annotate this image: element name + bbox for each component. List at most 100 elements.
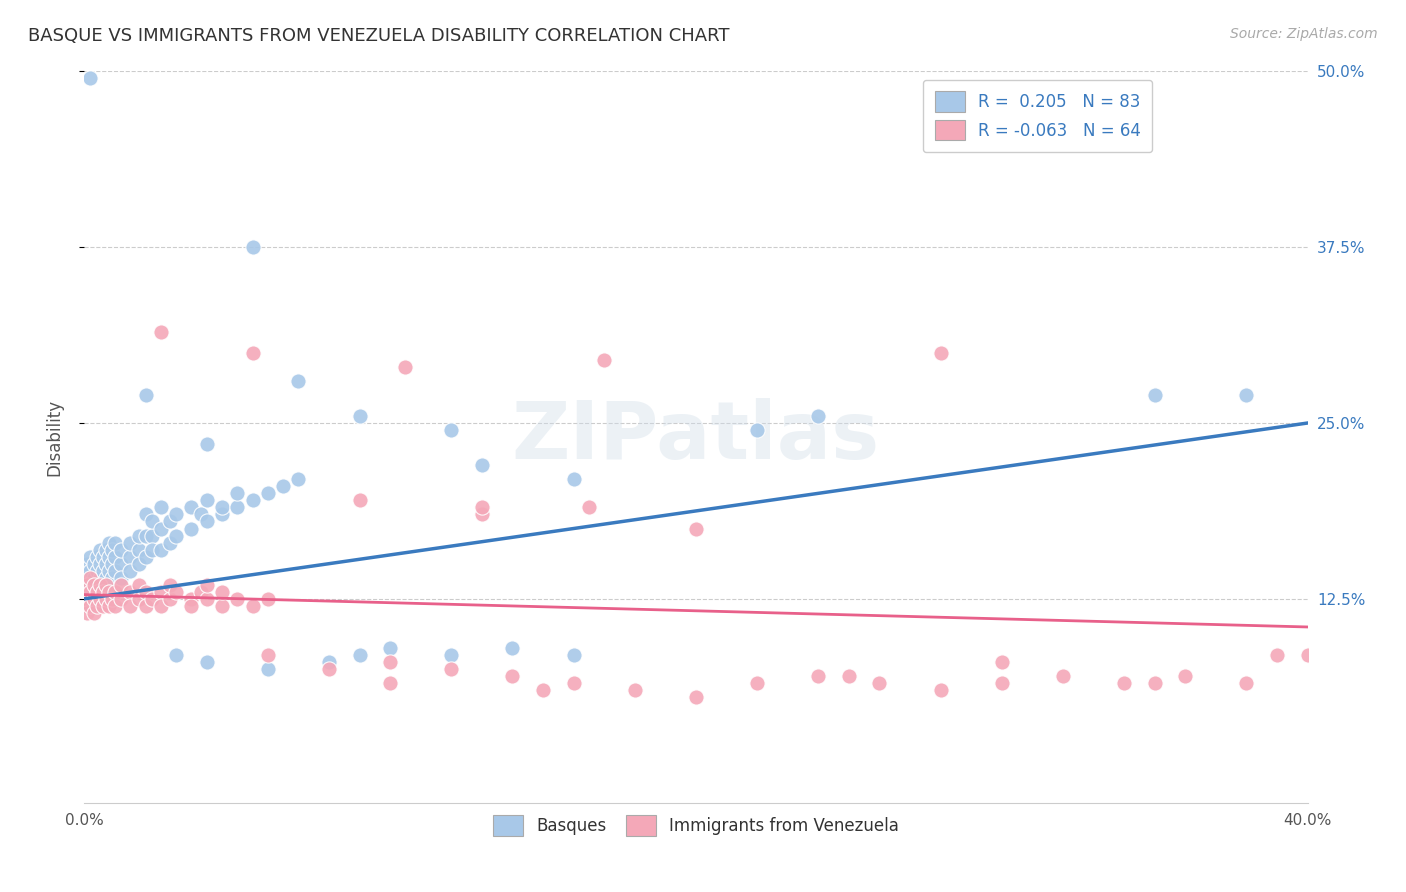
Point bbox=[195, 578, 218, 592]
Point bbox=[190, 584, 212, 599]
Point bbox=[195, 493, 218, 508]
Point bbox=[211, 599, 233, 613]
Point bbox=[97, 599, 120, 613]
Point bbox=[79, 564, 101, 578]
Point bbox=[97, 535, 120, 549]
Point bbox=[135, 508, 157, 522]
Point bbox=[128, 557, 150, 571]
Text: BASQUE VS IMMIGRANTS FROM VENEZUELA DISABILITY CORRELATION CHART: BASQUE VS IMMIGRANTS FROM VENEZUELA DISA… bbox=[28, 27, 730, 45]
Point bbox=[149, 325, 172, 339]
Point bbox=[159, 535, 181, 549]
Point bbox=[83, 599, 105, 613]
Point bbox=[1236, 676, 1258, 690]
Point bbox=[141, 542, 163, 557]
Point bbox=[128, 528, 150, 542]
Point bbox=[110, 571, 132, 585]
Point bbox=[91, 578, 114, 592]
Point bbox=[991, 676, 1014, 690]
Point bbox=[838, 669, 860, 683]
Point bbox=[562, 676, 585, 690]
Point bbox=[380, 655, 402, 669]
Point bbox=[120, 549, 142, 564]
Point bbox=[257, 591, 280, 606]
Legend: Basques, Immigrants from Venezuela: Basques, Immigrants from Venezuela bbox=[482, 805, 910, 846]
Point bbox=[94, 571, 117, 585]
Point bbox=[242, 345, 264, 359]
Point bbox=[394, 359, 416, 374]
Point bbox=[287, 472, 309, 486]
Point bbox=[562, 472, 585, 486]
Point bbox=[86, 599, 108, 613]
Point bbox=[257, 648, 280, 662]
Point bbox=[76, 599, 98, 613]
Point bbox=[97, 578, 120, 592]
Point bbox=[97, 549, 120, 564]
Point bbox=[991, 655, 1014, 669]
Point bbox=[471, 508, 494, 522]
Point bbox=[89, 557, 111, 571]
Point bbox=[180, 521, 202, 535]
Point bbox=[104, 599, 127, 613]
Point bbox=[593, 352, 616, 367]
Point bbox=[471, 500, 494, 515]
Point bbox=[79, 599, 101, 613]
Point bbox=[89, 578, 111, 592]
Point bbox=[76, 571, 98, 585]
Point bbox=[929, 683, 952, 698]
Point bbox=[120, 599, 142, 613]
Point bbox=[180, 591, 202, 606]
Point bbox=[86, 578, 108, 592]
Point bbox=[104, 584, 127, 599]
Point bbox=[101, 571, 124, 585]
Point bbox=[869, 676, 891, 690]
Point bbox=[242, 493, 264, 508]
Point bbox=[83, 578, 105, 592]
Point bbox=[1174, 669, 1197, 683]
Point bbox=[91, 584, 114, 599]
Point bbox=[76, 578, 98, 592]
Point bbox=[1114, 676, 1136, 690]
Point bbox=[159, 591, 181, 606]
Point bbox=[76, 606, 98, 620]
Point bbox=[101, 557, 124, 571]
Point bbox=[190, 508, 212, 522]
Point bbox=[380, 676, 402, 690]
Point bbox=[128, 591, 150, 606]
Point bbox=[83, 591, 105, 606]
Point bbox=[242, 240, 264, 254]
Point bbox=[120, 584, 142, 599]
Point bbox=[135, 599, 157, 613]
Point bbox=[195, 655, 218, 669]
Point bbox=[349, 648, 371, 662]
Point bbox=[149, 500, 172, 515]
Point bbox=[79, 578, 101, 592]
Point bbox=[110, 591, 132, 606]
Point bbox=[624, 683, 647, 698]
Point bbox=[1265, 648, 1288, 662]
Point bbox=[101, 542, 124, 557]
Point bbox=[1236, 388, 1258, 402]
Point bbox=[380, 641, 402, 656]
Y-axis label: Disability: Disability bbox=[45, 399, 63, 475]
Point bbox=[349, 493, 371, 508]
Point bbox=[94, 591, 117, 606]
Point bbox=[135, 388, 157, 402]
Point bbox=[807, 409, 830, 423]
Point bbox=[89, 584, 111, 599]
Point bbox=[1143, 388, 1166, 402]
Point bbox=[349, 409, 371, 423]
Point bbox=[747, 676, 769, 690]
Point bbox=[135, 584, 157, 599]
Point bbox=[685, 690, 707, 705]
Point bbox=[86, 564, 108, 578]
Point bbox=[135, 528, 157, 542]
Point bbox=[79, 591, 101, 606]
Point bbox=[440, 648, 463, 662]
Point bbox=[86, 584, 108, 599]
Text: ZIPatlas: ZIPatlas bbox=[512, 398, 880, 476]
Point bbox=[257, 486, 280, 500]
Point bbox=[89, 542, 111, 557]
Point bbox=[159, 515, 181, 529]
Point bbox=[83, 557, 105, 571]
Point bbox=[128, 578, 150, 592]
